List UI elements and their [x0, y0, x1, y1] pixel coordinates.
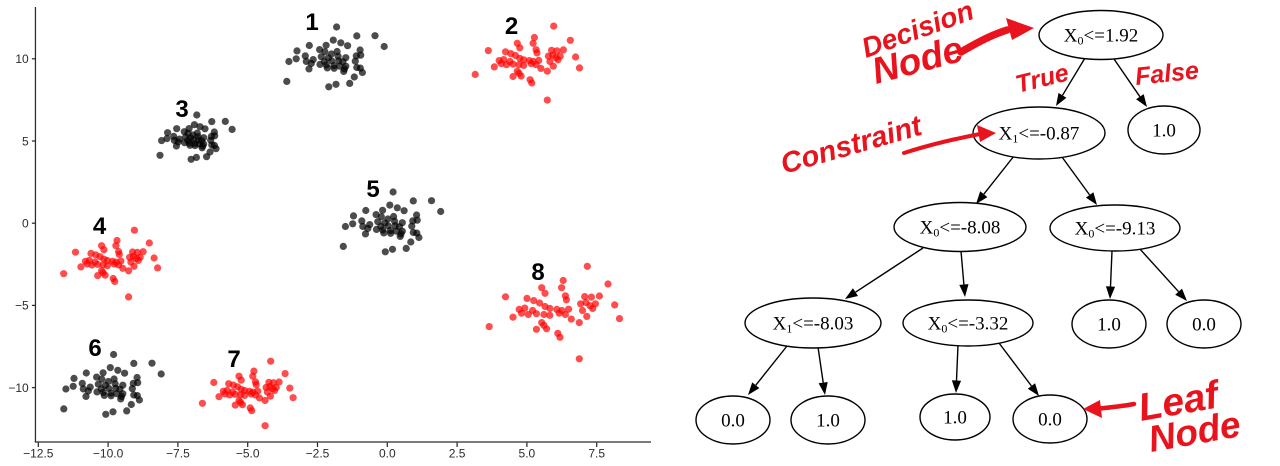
svg-text:−2.5: −2.5 — [306, 446, 330, 460]
svg-text:X0<=-8.08: X0<=-8.08 — [920, 218, 1001, 240]
svg-text:0.0: 0.0 — [721, 411, 745, 432]
svg-text:X0<=1.92: X0<=1.92 — [1064, 26, 1138, 48]
svg-text:False: False — [1134, 56, 1201, 91]
svg-text:0: 0 — [22, 217, 29, 231]
svg-text:0.0: 0.0 — [379, 446, 396, 460]
svg-text:3: 3 — [175, 96, 188, 123]
svg-text:−10.0: −10.0 — [93, 446, 124, 460]
svg-text:X0<=-3.32: X0<=-3.32 — [928, 314, 1009, 336]
svg-text:1.0: 1.0 — [1152, 121, 1176, 142]
svg-text:−10: −10 — [8, 381, 29, 395]
svg-text:4: 4 — [93, 213, 107, 240]
svg-text:0.0: 0.0 — [1038, 410, 1062, 431]
svg-text:X1<=-0.87: X1<=-0.87 — [999, 124, 1080, 146]
svg-text:7: 7 — [227, 346, 240, 373]
svg-text:X0<=-9.13: X0<=-9.13 — [1075, 219, 1156, 241]
svg-text:True: True — [1013, 59, 1072, 99]
svg-text:−5.0: −5.0 — [236, 446, 260, 460]
svg-text:−5: −5 — [15, 299, 29, 313]
svg-text:0.0: 0.0 — [1192, 315, 1216, 336]
svg-text:−7.5: −7.5 — [166, 446, 190, 460]
svg-text:1: 1 — [305, 9, 318, 36]
svg-text:2: 2 — [505, 13, 518, 40]
svg-text:5.0: 5.0 — [519, 446, 536, 460]
svg-text:10: 10 — [15, 52, 29, 66]
svg-text:1.0: 1.0 — [1097, 315, 1121, 336]
svg-text:5: 5 — [366, 176, 379, 203]
svg-text:2.5: 2.5 — [449, 446, 466, 460]
svg-text:1.0: 1.0 — [943, 408, 967, 429]
svg-text:7.5: 7.5 — [588, 446, 605, 460]
svg-text:X1<=-8.03: X1<=-8.03 — [773, 314, 854, 336]
svg-text:5: 5 — [22, 134, 29, 148]
svg-text:Constraint: Constraint — [777, 110, 926, 181]
svg-text:−12.5: −12.5 — [23, 446, 54, 460]
svg-text:8: 8 — [531, 259, 544, 286]
svg-text:1.0: 1.0 — [816, 411, 840, 432]
svg-text:6: 6 — [88, 335, 101, 362]
